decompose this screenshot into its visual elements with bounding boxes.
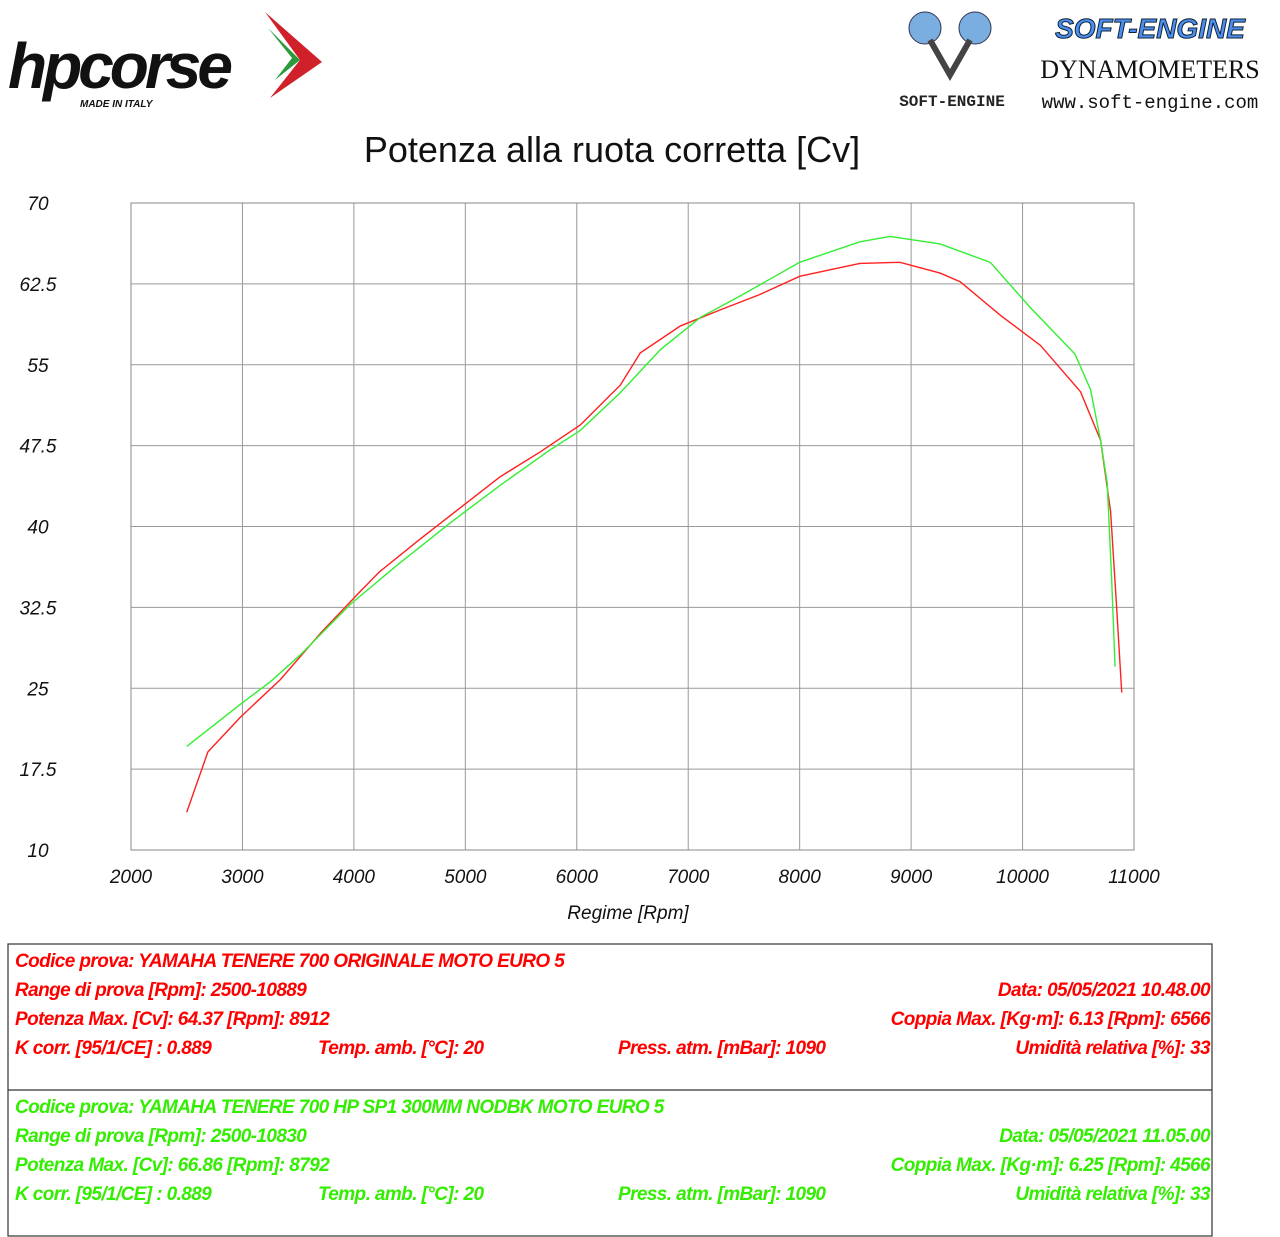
test-info: Temp. amb. [°C]: 20 (318, 1184, 484, 1205)
x-tick-label: 5000 (444, 867, 487, 888)
x-tick-label: 4000 (333, 867, 376, 888)
test-info: K corr. [95/1/CE] : 0.889 (15, 1184, 212, 1205)
test-info: Codice prova: YAMAHA TENERE 700 HP SP1 3… (15, 1097, 665, 1118)
logo-rods (927, 38, 973, 82)
y-tick-label: 70 (27, 194, 49, 215)
test-info: Coppia Max. [Kg·m]: 6.25 [Rpm]: 4566 (891, 1155, 1211, 1176)
x-tick-label: 11000 (1108, 867, 1160, 888)
y-tick-label: 40 (27, 518, 49, 539)
test-info: Temp. amb. [°C]: 20 (318, 1038, 484, 1059)
chart-title: Potenza alla ruota corretta [Cv] (364, 129, 860, 170)
y-tick-label: 10 (27, 841, 49, 862)
test-info: Data: 05/05/2021 11.05.00 (999, 1126, 1211, 1147)
y-tick-label: 17.5 (20, 760, 57, 781)
test-info: Codice prova: YAMAHA TENERE 700 ORIGINAL… (15, 951, 565, 972)
test-info: Potenza Max. [Cv]: 66.86 [Rpm]: 8792 (15, 1155, 330, 1176)
logo-piston (908, 11, 942, 45)
power-line (186, 235, 1116, 748)
test-info: Range di prova [Rpm]: 2500-10830 (15, 1126, 307, 1147)
x-tick-label: 2000 (109, 867, 153, 888)
y-tick-label: 62.5 (20, 275, 57, 296)
test-info: Press. atm. [mBar]: 1090 (618, 1184, 826, 1205)
hp-logo: hpcorse (8, 30, 231, 102)
se-url: www.soft-engine.com (1042, 92, 1259, 114)
test-info: Coppia Max. [Kg·m]: 6.13 [Rpm]: 6566 (891, 1009, 1211, 1030)
y-tick-label: 47.5 (20, 437, 57, 458)
se-sub: DYNAMOMETERS (1040, 55, 1260, 84)
test-info: Press. atm. [mBar]: 1090 (618, 1038, 826, 1059)
info: Codice prova: YAMAHA TENERE 700 ORIGINAL… (15, 951, 1212, 1205)
test-info: Data: 05/05/2021 10.48.00 (998, 980, 1211, 1001)
hp-tagline: MADE IN ITALY (80, 99, 154, 110)
x-tick-label: 10000 (996, 867, 1049, 888)
test-info: Range di prova [Rpm]: 2500-10889 (15, 980, 307, 1001)
logo-flag-green (268, 28, 300, 80)
logo-flag-red (265, 12, 322, 98)
y-tick-label: 25 (26, 679, 49, 700)
x-tick-label: 3000 (221, 867, 264, 888)
plot: 10 17.5 25 32.5 40 47.5 55 62.5 70 2000 3000 4000 50… (20, 194, 1161, 888)
x-tick-label: 9000 (890, 867, 933, 888)
se-logo: SOFT-ENGINE (1055, 13, 1246, 44)
x-tick-label: 8000 (779, 867, 822, 888)
y-tick-label: 55 (27, 356, 49, 377)
test-info: Umidità relativa [%]: 33 (1015, 1184, 1211, 1205)
logo-piston (958, 11, 992, 45)
plot-frame (130, 202, 1135, 851)
y-tick-label: 32.5 (20, 598, 57, 619)
test-info: Umidità relativa [%]: 33 (1015, 1038, 1211, 1059)
x-tick-label: 7000 (667, 867, 710, 888)
x-tick-label: 6000 (556, 867, 599, 888)
x-axis-label: Regime [Rpm] (567, 903, 689, 924)
test-info: Potenza Max. [Cv]: 64.37 [Rpm]: 8912 (15, 1009, 330, 1030)
se-mark: SOFT-ENGINE (899, 93, 1005, 111)
test-info: K corr. [95/1/CE] : 0.889 (15, 1038, 212, 1059)
